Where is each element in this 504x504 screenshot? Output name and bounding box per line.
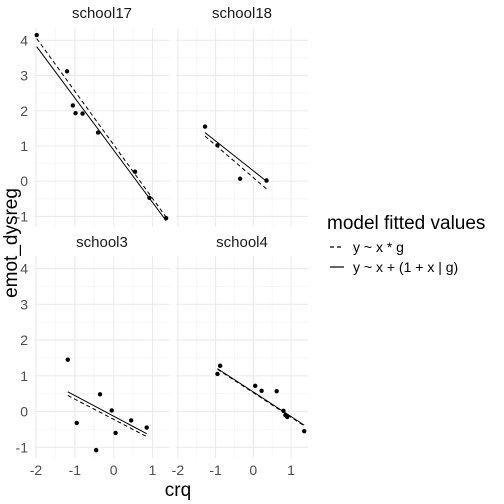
fit-line-interaction [217,368,305,427]
data-point [128,418,134,423]
data-point [281,408,286,414]
data-point [113,430,118,436]
data-point [163,215,169,221]
facet-panel-school18: school18 [176,5,308,227]
x-axis-title: crq [165,480,191,501]
data-point [285,414,290,420]
panel-grid [176,256,308,458]
facet-strip-label: school18 [212,5,272,22]
facet-panel-school4: school4 -2 -1 0 1 [172,234,308,478]
legend: model fitted values y ~ x * g y ~ x + (1 +… [327,213,485,275]
data-point [34,32,39,38]
data-point [274,388,279,394]
fit-line-mixed [36,46,167,221]
y-tick-label: 4 [20,32,28,48]
y-tick-label: 1 [20,138,28,154]
data-point [215,143,220,148]
data-point [132,169,138,174]
facet-panel-school17: school17 -1 0 1 2 3 4 [16,5,170,227]
fit-line-mixed [217,368,305,426]
data-point [217,363,223,368]
legend-label: y ~ x * g [353,239,404,255]
data-point [109,408,114,413]
data-point [74,420,79,426]
data-point [70,103,76,108]
data-point [237,176,243,181]
y-tick-label: 4 [20,261,28,277]
fit-line-mixed [204,132,267,182]
x-tick-label: -2 [30,462,43,478]
panel-grid [34,256,170,458]
data-point [64,69,70,74]
data-point [302,428,307,434]
x-tick-label: -1 [209,462,222,478]
y-tick-label: 3 [20,68,28,84]
fit-line-mixed [67,391,147,435]
y-tick-label: -1 [16,439,29,455]
data-point [97,392,103,397]
y-tick-label: 2 [20,103,28,119]
x-tick-label: -1 [69,462,82,478]
data-point [202,124,208,129]
x-tick-label: 1 [149,462,157,478]
y-tick-label: 0 [20,173,28,189]
data-point [93,447,99,453]
fit-line-interaction [36,38,167,218]
data-point [264,178,269,183]
data-point [73,111,78,116]
y-axis-title: emot_dysreg [1,188,22,298]
data-point [253,383,258,388]
x-tick-label: 0 [110,462,118,478]
data-point [259,388,264,393]
legend-title: model fitted values [327,213,485,234]
y-tick-label: 3 [20,296,28,312]
data-point [147,195,152,200]
y-tick-label: 1 [20,368,28,384]
data-point [95,130,101,135]
facet-strip-label: school4 [216,234,268,251]
x-tick-label: -2 [172,462,185,478]
facet-strip-label: school17 [72,5,132,22]
y-tick-label: 2 [20,332,28,348]
panel-grid [34,28,170,227]
data-point [80,111,85,116]
x-tick-label: 1 [287,462,295,478]
panel-grid [176,28,308,227]
facet-strip-label: school3 [76,234,128,251]
y-tick-label: -1 [16,208,29,224]
x-tick-label: 0 [249,462,257,478]
y-tick-label: 0 [20,404,28,420]
data-point [65,357,71,362]
legend-label: y ~ x + (1 + x | g) [353,259,458,275]
fit-line-interaction [67,394,147,437]
data-point [215,371,220,377]
data-point [144,425,149,430]
